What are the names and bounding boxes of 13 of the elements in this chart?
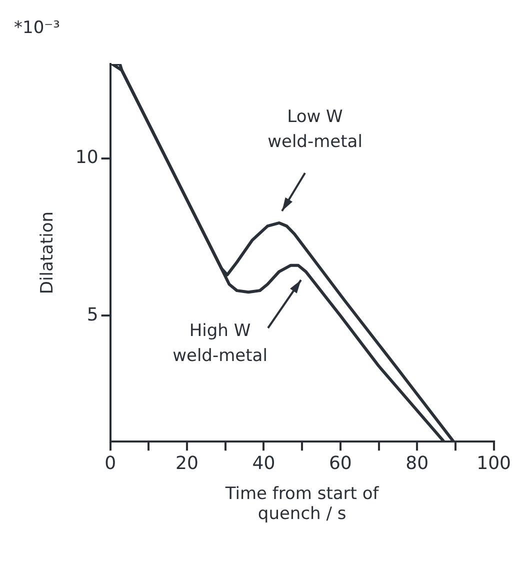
x-tick-label: 20 [176, 453, 198, 474]
annotation: Low W weld-metal [268, 106, 362, 152]
x-tick-label: 0 [104, 453, 116, 474]
x-axis-title: Time from start of quench / s [224, 484, 380, 524]
y-axis-title: Dilatation [38, 211, 58, 294]
x-tick-label: 40 [252, 453, 276, 474]
x-tick-label: 80 [406, 453, 429, 474]
x-tick-label: 60 [328, 453, 352, 474]
y-tick-label: 10 [75, 147, 98, 168]
x-tick-label: 100 [476, 453, 511, 474]
annotation: High W weld-metal [172, 320, 268, 366]
text: *10⁻³ [14, 18, 60, 38]
y-tick-label: 5 [86, 304, 98, 326]
